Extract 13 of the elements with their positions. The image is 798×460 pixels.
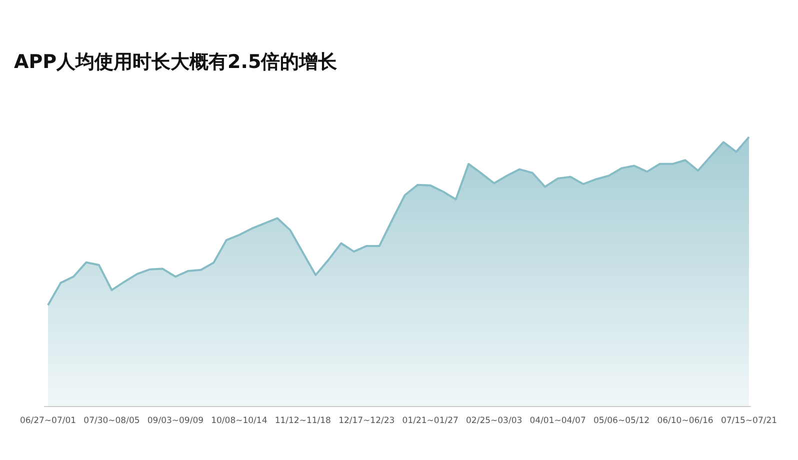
x-tick-label: 02/25~03/03: [466, 416, 522, 426]
x-tick-label: 10/08~10/14: [211, 416, 268, 426]
x-tick-label: 05/06~05/12: [593, 416, 650, 426]
x-tick-label: 07/30~08/05: [84, 416, 140, 426]
x-tick-label: 04/01~04/07: [530, 416, 586, 426]
x-tick-label: 11/12~11/18: [274, 416, 331, 426]
x-tick-label: 07/15~07/21: [720, 416, 778, 426]
x-tick-label: 12/17~12/23: [338, 416, 395, 426]
chart-title: APP人均使用时长大概有2.5倍的增长: [14, 51, 338, 73]
x-tick-label: 06/10~06/16: [657, 416, 714, 426]
x-tick-label: 09/03~09/09: [147, 416, 204, 426]
x-tick-label: 01/21~01/27: [402, 416, 458, 426]
x-tick-label: 06/27~07/01: [20, 416, 76, 426]
